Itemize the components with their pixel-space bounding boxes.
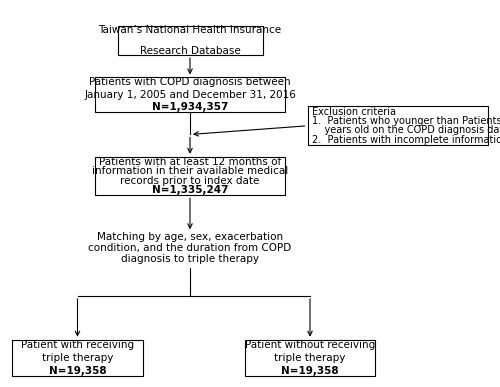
Text: condition, and the duration from COPD: condition, and the duration from COPD — [88, 243, 292, 253]
Text: triple therapy: triple therapy — [274, 353, 345, 363]
Text: Patient without receiving: Patient without receiving — [245, 340, 375, 350]
Text: N=1,335,247: N=1,335,247 — [152, 185, 228, 195]
Text: N=19,358: N=19,358 — [48, 366, 106, 376]
Text: 1.  Patients who younger than Patients 40: 1. Patients who younger than Patients 40 — [312, 116, 500, 126]
Text: Patients with COPD diagnosis between: Patients with COPD diagnosis between — [89, 77, 291, 87]
Text: years old on the COPD diagnosis date: years old on the COPD diagnosis date — [312, 125, 500, 135]
Text: information in their available medical: information in their available medical — [92, 166, 288, 176]
Bar — [308, 106, 488, 145]
Text: Taiwan’s National Health Insurance: Taiwan’s National Health Insurance — [98, 25, 282, 35]
Text: Matching by age, sex, exacerbation: Matching by age, sex, exacerbation — [97, 232, 283, 242]
Bar — [95, 157, 285, 195]
Text: January 1, 2005 and December 31, 2016: January 1, 2005 and December 31, 2016 — [84, 90, 296, 100]
Text: Exclusion criteria: Exclusion criteria — [312, 107, 396, 117]
Bar — [118, 26, 262, 55]
Text: Patient with receiving: Patient with receiving — [21, 340, 134, 350]
Text: N=1,934,357: N=1,934,357 — [152, 102, 228, 112]
Text: records prior to index date: records prior to index date — [120, 176, 260, 186]
Text: Patients with at least 12 months of: Patients with at least 12 months of — [99, 157, 281, 167]
Text: Research Database: Research Database — [140, 46, 240, 56]
Bar — [12, 340, 142, 376]
Text: triple therapy: triple therapy — [42, 353, 113, 363]
Text: N=19,358: N=19,358 — [281, 366, 339, 376]
Bar — [95, 77, 285, 112]
Text: diagnosis to triple therapy: diagnosis to triple therapy — [121, 253, 259, 264]
Text: 2.  Patients with incomplete information: 2. Patients with incomplete information — [312, 135, 500, 145]
Bar — [245, 340, 375, 376]
